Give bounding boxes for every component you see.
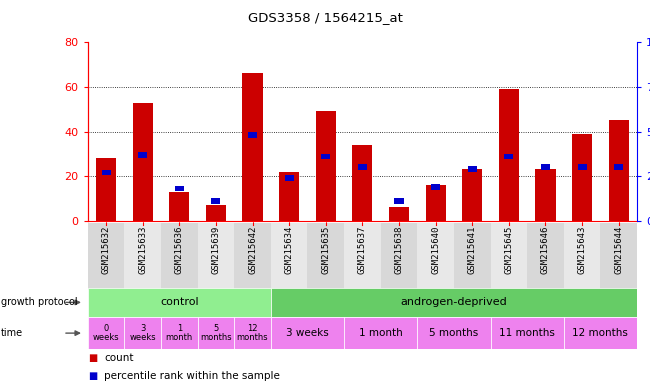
Text: time: time <box>1 328 23 338</box>
Bar <box>169 192 189 221</box>
Bar <box>133 103 153 221</box>
Bar <box>234 317 271 349</box>
Bar <box>417 317 491 349</box>
Bar <box>271 223 307 290</box>
Bar <box>491 223 527 290</box>
Text: GDS3358 / 1564215_at: GDS3358 / 1564215_at <box>248 12 402 25</box>
Bar <box>285 175 294 181</box>
Text: GSM215632: GSM215632 <box>101 226 111 275</box>
Text: 0
weeks: 0 weeks <box>93 324 120 343</box>
Bar <box>161 223 198 290</box>
Text: GSM215645: GSM215645 <box>504 226 514 275</box>
Text: ■: ■ <box>88 353 97 363</box>
Text: GSM215643: GSM215643 <box>578 226 586 275</box>
Text: GSM215635: GSM215635 <box>321 226 330 275</box>
Text: control: control <box>160 297 199 308</box>
Bar <box>417 223 454 290</box>
Bar <box>88 317 124 349</box>
Bar <box>271 317 344 349</box>
Bar <box>175 186 184 192</box>
Bar <box>564 317 637 349</box>
Bar <box>307 223 344 290</box>
Bar <box>101 170 111 175</box>
Bar <box>462 169 482 221</box>
Bar <box>242 73 263 221</box>
Text: GSM215646: GSM215646 <box>541 226 550 275</box>
Text: androgen-deprived: androgen-deprived <box>400 297 507 308</box>
Bar <box>248 132 257 138</box>
Bar <box>426 185 446 221</box>
Bar <box>321 154 330 159</box>
Bar <box>572 134 592 221</box>
Bar <box>499 89 519 221</box>
Bar <box>395 199 404 204</box>
Text: 3 weeks: 3 weeks <box>286 328 329 338</box>
Bar <box>352 145 372 221</box>
Text: GSM215633: GSM215633 <box>138 226 147 275</box>
Text: 12 months: 12 months <box>573 328 629 338</box>
Text: 1
month: 1 month <box>166 324 193 343</box>
Bar <box>198 317 234 349</box>
Bar <box>454 223 491 290</box>
Bar <box>88 223 124 290</box>
Text: 1 month: 1 month <box>359 328 402 338</box>
Text: GSM215642: GSM215642 <box>248 226 257 275</box>
Bar <box>381 223 417 290</box>
Text: ■: ■ <box>88 371 97 381</box>
Text: 12
months: 12 months <box>237 324 268 343</box>
Bar <box>234 223 271 290</box>
Text: 3
weeks: 3 weeks <box>129 324 156 343</box>
Bar <box>504 154 514 159</box>
Text: 11 months: 11 months <box>499 328 555 338</box>
Bar <box>541 164 550 170</box>
Text: growth protocol: growth protocol <box>1 297 77 308</box>
Bar <box>468 166 476 172</box>
Text: GSM215644: GSM215644 <box>614 226 623 275</box>
Bar <box>198 223 234 290</box>
Bar <box>344 223 381 290</box>
Bar <box>124 317 161 349</box>
Text: count: count <box>104 353 133 363</box>
Bar <box>271 288 637 317</box>
Bar <box>358 164 367 170</box>
Text: GSM215636: GSM215636 <box>175 226 184 275</box>
Bar <box>124 223 161 290</box>
Bar <box>206 205 226 221</box>
Text: GSM215634: GSM215634 <box>285 226 294 275</box>
Text: GSM215638: GSM215638 <box>395 226 404 275</box>
Text: 5 months: 5 months <box>429 328 478 338</box>
Bar <box>211 199 220 204</box>
Text: percentile rank within the sample: percentile rank within the sample <box>104 371 280 381</box>
Bar <box>389 207 409 221</box>
Text: GSM215640: GSM215640 <box>431 226 440 275</box>
Bar <box>161 317 198 349</box>
Bar <box>138 152 147 157</box>
Bar <box>88 288 271 317</box>
Text: GSM215639: GSM215639 <box>211 226 220 275</box>
Bar <box>614 164 623 170</box>
Text: 5
months: 5 months <box>200 324 231 343</box>
Bar <box>608 120 629 221</box>
Text: GSM215641: GSM215641 <box>468 226 476 275</box>
Bar <box>316 111 336 221</box>
Text: GSM215637: GSM215637 <box>358 226 367 275</box>
Bar <box>527 223 564 290</box>
Bar <box>564 223 601 290</box>
Bar <box>578 164 586 170</box>
Bar <box>279 172 299 221</box>
Bar <box>431 184 440 190</box>
Bar <box>96 158 116 221</box>
Bar <box>491 317 564 349</box>
Bar <box>344 317 417 349</box>
Bar <box>601 223 637 290</box>
Bar <box>536 169 556 221</box>
